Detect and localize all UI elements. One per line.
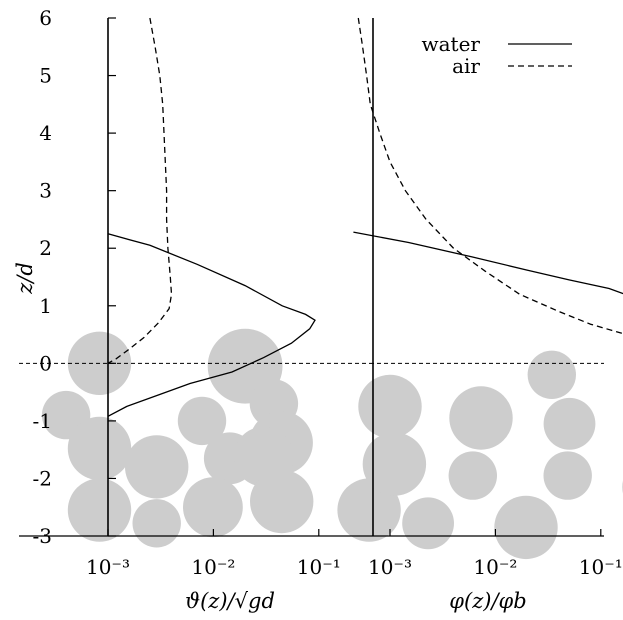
particle-left-5 <box>67 416 132 481</box>
particle-right-6 <box>448 451 497 500</box>
right-x-axis-title: φ(z)/φb <box>449 589 526 613</box>
y-tick-label-7: -1 <box>33 409 52 433</box>
left-x-tick-label-0: 10⁻³ <box>86 555 130 579</box>
left-x-tick-label-2: 10⁻¹ <box>297 555 341 579</box>
particle-right-3 <box>543 397 596 450</box>
left-series-water <box>107 233 316 417</box>
left-x-tick-label-1: 10⁻² <box>191 555 235 579</box>
legend-label-water: water <box>422 32 481 56</box>
right-x-tick-label-1: 10⁻² <box>473 555 517 579</box>
y-tick-label-4: 2 <box>39 236 52 260</box>
right-series-water <box>353 231 623 295</box>
particle-right-7 <box>543 451 592 500</box>
y-axis-title: z/d <box>13 262 37 295</box>
particle-left-12 <box>250 469 314 534</box>
legend-label-air: air <box>452 54 480 78</box>
particle-right-2 <box>449 386 513 450</box>
left-series-air <box>107 17 173 364</box>
particle-right-1 <box>358 374 422 439</box>
particle-right-10 <box>494 495 558 560</box>
left-x-axis-title: ϑ(z)/√gd <box>185 589 275 613</box>
right-x-tick-label-0: 10⁻³ <box>368 555 412 579</box>
y-tick-label-2: 4 <box>39 121 52 145</box>
y-tick-label-9: -3 <box>33 524 52 548</box>
particle-left-9 <box>125 435 189 499</box>
particle-right-5 <box>362 432 427 496</box>
particle-left-3 <box>177 396 227 446</box>
particle-right-0 <box>527 350 576 399</box>
y-tick-label-1: 5 <box>39 64 52 88</box>
right-series-air <box>357 17 623 335</box>
y-tick-label-8: -2 <box>33 466 52 490</box>
right-x-tick-label-2: 10⁻¹ <box>579 555 623 579</box>
axes-layer <box>19 17 604 537</box>
particle-right-9 <box>402 497 454 550</box>
y-tick-label-0: 6 <box>39 6 52 30</box>
particle-left-10 <box>67 478 132 542</box>
particles-layer <box>41 328 623 560</box>
particle-left-11 <box>183 477 243 538</box>
y-tick-label-5: 1 <box>39 294 52 318</box>
y-tick-label-3: 3 <box>39 179 52 203</box>
y-tick-label-6: 0 <box>39 351 52 375</box>
particle-left-13 <box>132 499 181 548</box>
lines-layer <box>107 17 623 417</box>
labels-layer: ϑ(z)/√gd φ(z)/φb z/d 10⁻³ 10⁻² 10⁻¹ 10⁻³ 10⁻… <box>13 6 623 613</box>
